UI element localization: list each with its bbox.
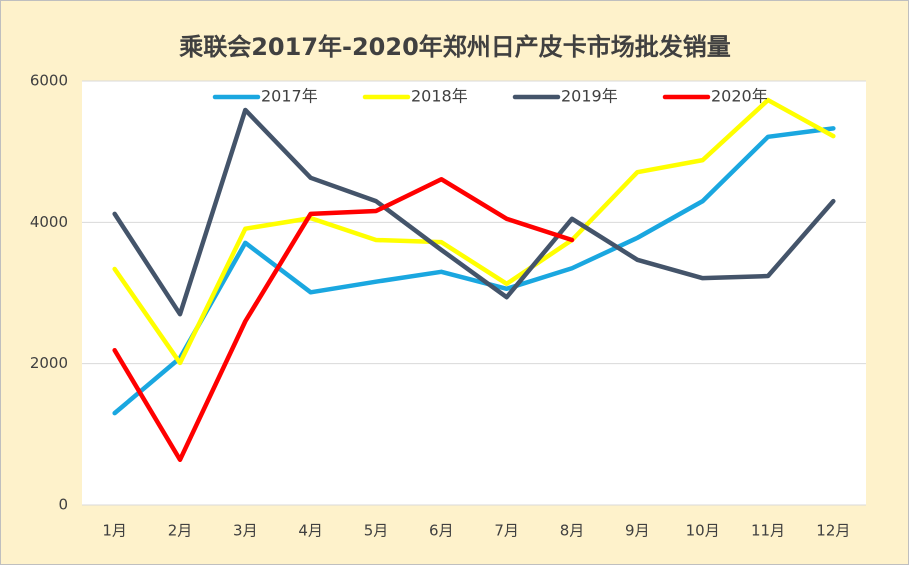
legend-label: 2018年 bbox=[411, 87, 468, 106]
x-tick-label: 7月 bbox=[494, 522, 519, 540]
series-line bbox=[112, 107, 836, 317]
x-tick-label: 3月 bbox=[233, 522, 258, 540]
x-tick-label: 8月 bbox=[560, 522, 585, 540]
x-tick-label: 5月 bbox=[364, 522, 389, 540]
x-tick-label: 11月 bbox=[751, 522, 785, 540]
y-tick-label: 6000 bbox=[30, 72, 68, 90]
x-tick-label: 6月 bbox=[429, 522, 454, 540]
plot-area bbox=[82, 81, 866, 505]
x-tick-label: 1月 bbox=[102, 522, 127, 540]
legend-label: 2017年 bbox=[261, 87, 318, 106]
y-tick-label: 0 bbox=[58, 496, 68, 514]
legend-label: 2019年 bbox=[561, 87, 618, 106]
series-line bbox=[112, 97, 836, 366]
x-tick-label: 2月 bbox=[168, 522, 193, 540]
y-tick-label: 4000 bbox=[30, 213, 68, 231]
x-tick-label: 4月 bbox=[298, 522, 323, 540]
x-tick-label: 10月 bbox=[686, 522, 720, 540]
y-tick-label: 2000 bbox=[30, 354, 68, 372]
x-tick-label: 9月 bbox=[625, 522, 650, 540]
chart-title: 乘联会2017年-2020年郑州日产皮卡市场批发销量 bbox=[178, 33, 731, 61]
series-line bbox=[112, 176, 575, 463]
legend-label: 2020年 bbox=[711, 87, 768, 106]
series-line bbox=[112, 126, 836, 416]
x-tick-label: 12月 bbox=[816, 522, 850, 540]
